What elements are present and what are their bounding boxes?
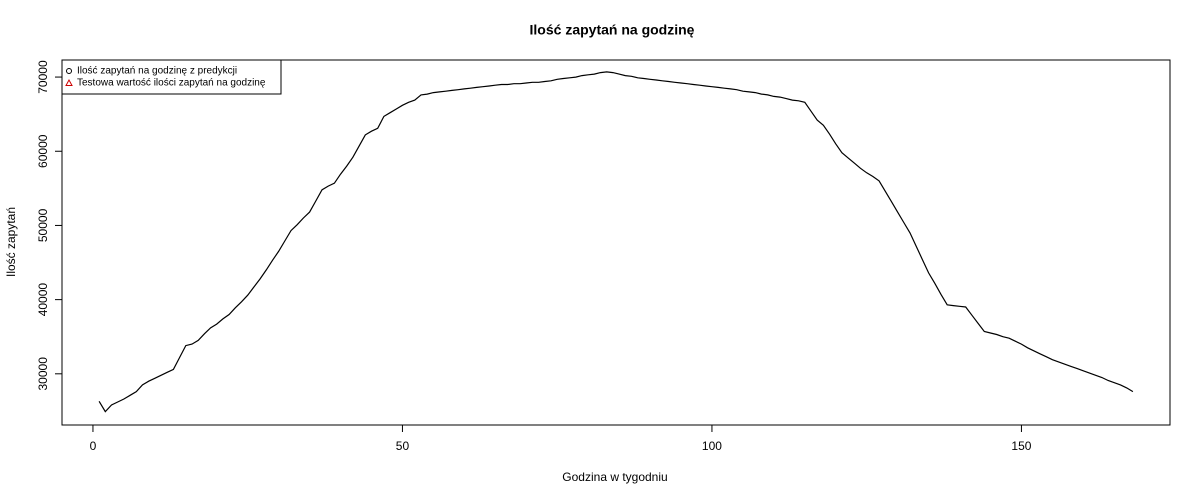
chart-title: Ilość zapytań na godzinę [530,22,695,38]
y-tick-label: 40000 [36,283,50,317]
legend-label: Ilość zapytań na godzinę z predykcji [77,66,237,77]
y-axis-label: Ilość zapytań [4,207,18,277]
legend-symbol [65,78,73,86]
x-tick-label: 50 [396,439,410,453]
x-tick-label: 100 [702,439,722,453]
y-tick-label: 50000 [36,208,50,242]
y-tick-label: 30000 [36,357,50,391]
x-tick-label: 0 [90,439,97,453]
y-tick-label: 70000 [36,60,50,94]
y-tick-label: 60000 [36,134,50,168]
legend-label: Testowa wartość ilości zapytań na godzin… [77,78,266,89]
data-line [98,71,1134,413]
legend-symbol [66,68,72,74]
x-axis-label: Godzina w tygodniu [562,470,667,484]
plot-box [61,59,1171,426]
legend-box [61,59,282,95]
x-tick-label: 150 [1011,439,1031,453]
